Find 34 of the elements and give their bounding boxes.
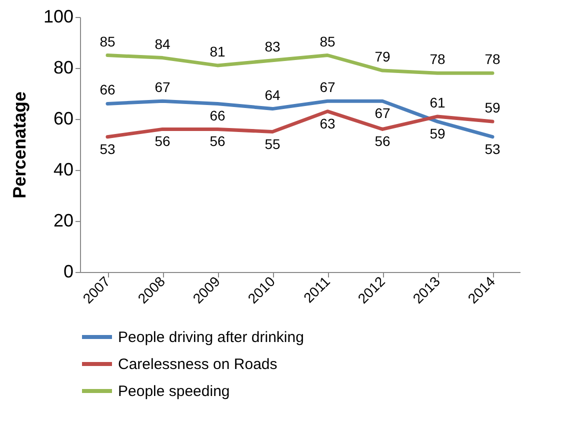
data-label: 83 [264, 38, 280, 54]
data-label: 66 [100, 82, 116, 98]
data-label: 64 [264, 86, 280, 103]
data-label: 67 [320, 79, 336, 96]
data-label: 63 [320, 115, 336, 132]
data-label: 67 [374, 105, 390, 122]
y-tick-label: 20 [53, 210, 74, 230]
data-label: 85 [100, 33, 116, 50]
data-label: 53 [484, 140, 500, 157]
y-tick-label: 60 [53, 108, 74, 128]
y-tick-label: 100 [43, 6, 74, 26]
legend-label: People driving after drinking [118, 329, 304, 346]
data-label: 79 [374, 48, 390, 65]
data-label: 59 [484, 100, 500, 116]
data-label: 81 [210, 43, 226, 60]
data-label: 56 [154, 133, 170, 150]
data-label: 85 [320, 33, 336, 50]
data-label: 56 [210, 133, 226, 150]
data-label: 61 [430, 94, 446, 110]
y-tick-label: 0 [63, 262, 74, 282]
data-label: 56 [374, 133, 390, 150]
data-label: 78 [484, 51, 500, 68]
data-label: 59 [430, 126, 446, 142]
data-label: 53 [100, 140, 116, 157]
y-tick-label: 40 [53, 160, 74, 180]
y-tick-label: 80 [53, 58, 74, 78]
data-label: 67 [154, 79, 170, 96]
data-label: 55 [264, 136, 280, 152]
data-label: 78 [430, 51, 446, 68]
legend-label: Carelessness on Roads [118, 356, 278, 373]
legend-label: People speeding [118, 383, 230, 400]
data-label: 84 [154, 36, 170, 52]
y-axis-title: Percenatage [9, 91, 30, 199]
data-label: 66 [210, 108, 226, 124]
